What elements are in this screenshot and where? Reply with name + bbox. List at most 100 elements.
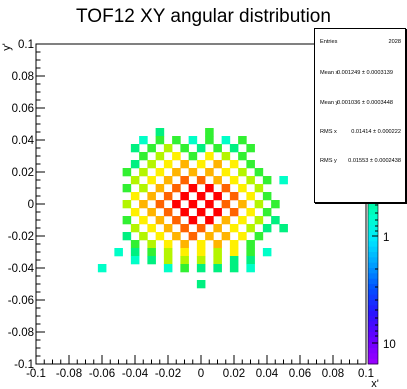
- palette-cell: [368, 321, 378, 328]
- x-tick-label: 0.02: [223, 368, 245, 380]
- y-tick-label: -0.02: [8, 231, 34, 243]
- histogram-bin: [246, 176, 255, 185]
- stats-mean-y-label: Mean y: [320, 100, 339, 106]
- histogram-bin: [163, 192, 173, 201]
- x-tick-label: 0: [198, 368, 204, 380]
- histogram-bin: [172, 184, 181, 193]
- y-tick-label: 0: [28, 199, 34, 211]
- histogram-bin: [213, 208, 222, 217]
- histogram-bin: [155, 200, 165, 209]
- histogram-bin: [246, 192, 255, 201]
- histogram-bin: [155, 128, 165, 137]
- histogram-bin: [213, 192, 222, 201]
- histogram-bin: [205, 184, 214, 193]
- histogram-bin: [221, 184, 231, 193]
- histogram-bin: [205, 136, 214, 145]
- y-tick-label: 0.06: [12, 103, 34, 115]
- histogram-bin: [130, 224, 140, 233]
- histogram-bin: [163, 160, 173, 169]
- histogram-bin: [163, 264, 173, 273]
- palette-cell: [368, 204, 378, 210]
- palette-cell: [368, 262, 378, 269]
- palette-tick-label: 10: [383, 339, 396, 351]
- histogram-bin: [279, 176, 288, 185]
- histogram-bin: [180, 240, 189, 249]
- y-tick-label: -0.04: [8, 263, 35, 275]
- histogram-bin: [196, 208, 206, 217]
- histogram-bin: [188, 136, 198, 145]
- histogram-bin: [180, 192, 189, 201]
- histogram-bin: [246, 208, 255, 217]
- histogram-bin: [279, 224, 288, 233]
- histogram-bin: [246, 248, 255, 257]
- histogram-bin: [163, 144, 173, 153]
- palette-cell: [368, 358, 378, 365]
- stats-rms-y-label: RMS y: [320, 158, 337, 164]
- histogram-bin: [163, 224, 173, 233]
- histogram-bin: [188, 200, 198, 209]
- histogram-bin: [147, 248, 156, 257]
- stats-rms-y-row: RMS y 0.01553 ± 0.0002438: [320, 158, 401, 164]
- histogram-bin: [130, 192, 140, 201]
- y-tick-label: -0.08: [8, 327, 34, 339]
- palette-cell: [368, 337, 378, 344]
- histogram-bin: [130, 176, 140, 185]
- histogram-bin: [238, 184, 247, 193]
- histogram-bin: [254, 168, 264, 177]
- y-tick-label: 0.02: [12, 167, 34, 179]
- histogram-bin: [114, 248, 123, 257]
- histogram-bin: [271, 200, 280, 209]
- stats-mean-x-row: Mean x 0.001249 ± 0.0003139: [320, 70, 401, 76]
- histogram-bin: [147, 144, 156, 153]
- histogram-bin: [130, 240, 140, 249]
- stats-rms-y-value: 0.01553 ± 0.0002438: [348, 158, 401, 164]
- histogram-bin: [180, 248, 189, 257]
- histogram-bin: [172, 168, 181, 177]
- histogram-bin: [205, 232, 214, 241]
- histogram-bin: [155, 168, 165, 177]
- histogram-bin: [163, 176, 173, 185]
- histogram-bin: [196, 176, 206, 185]
- palette-cell: [368, 294, 378, 301]
- histogram-bin: [229, 256, 239, 265]
- histogram-bin: [213, 144, 222, 153]
- palette-cell: [368, 214, 378, 221]
- stats-entries-row: Entries 2028: [320, 39, 401, 45]
- palette-cell: [368, 236, 378, 242]
- palette-cell: [368, 300, 378, 306]
- x-axis-label: x': [371, 378, 379, 389]
- histogram-bin: [180, 256, 189, 265]
- histogram-bin: [172, 136, 181, 145]
- histogram-bin: [122, 168, 132, 177]
- histogram-bin: [147, 240, 156, 249]
- palette-cell: [368, 257, 378, 264]
- y-tick-label: 0.08: [12, 71, 34, 83]
- stats-mean-y-value: 0.001036 ± 0.0003448: [337, 100, 393, 106]
- histogram-bin: [238, 136, 247, 145]
- histogram-bin: [262, 224, 272, 233]
- histogram-bin: [155, 136, 165, 145]
- palette-cell: [368, 305, 378, 312]
- histogram-bin: [221, 136, 231, 145]
- x-tick-label: 0.1: [358, 368, 374, 380]
- histogram-bin: [139, 136, 148, 145]
- histogram-bin: [229, 160, 239, 169]
- histogram-bin: [221, 152, 231, 161]
- histogram-bin: [188, 184, 198, 193]
- palette-cell: [368, 273, 378, 280]
- palette-cell: [368, 241, 378, 248]
- plot-axes: -0.1 -0.08 -0.06 -0.04 -0.02 0 0.02 0.04 0.06 0.0…: [8, 39, 374, 380]
- histogram-bin: [163, 208, 173, 217]
- histogram-bin: [180, 160, 189, 169]
- x-tick-label: 0.08: [322, 368, 344, 380]
- histogram-bin: [229, 208, 239, 217]
- histogram-bin: [221, 216, 231, 225]
- y-tick-label: -0.06: [8, 295, 34, 307]
- histogram-bin: [238, 168, 247, 177]
- histogram-bin: [238, 232, 247, 241]
- histogram-bin: [180, 264, 189, 273]
- palette-cell: [368, 225, 378, 232]
- histogram-bin: [147, 224, 156, 233]
- histogram-bin: [139, 200, 148, 209]
- stats-mean-y-row: Mean y 0.001036 ± 0.0003448: [320, 100, 401, 106]
